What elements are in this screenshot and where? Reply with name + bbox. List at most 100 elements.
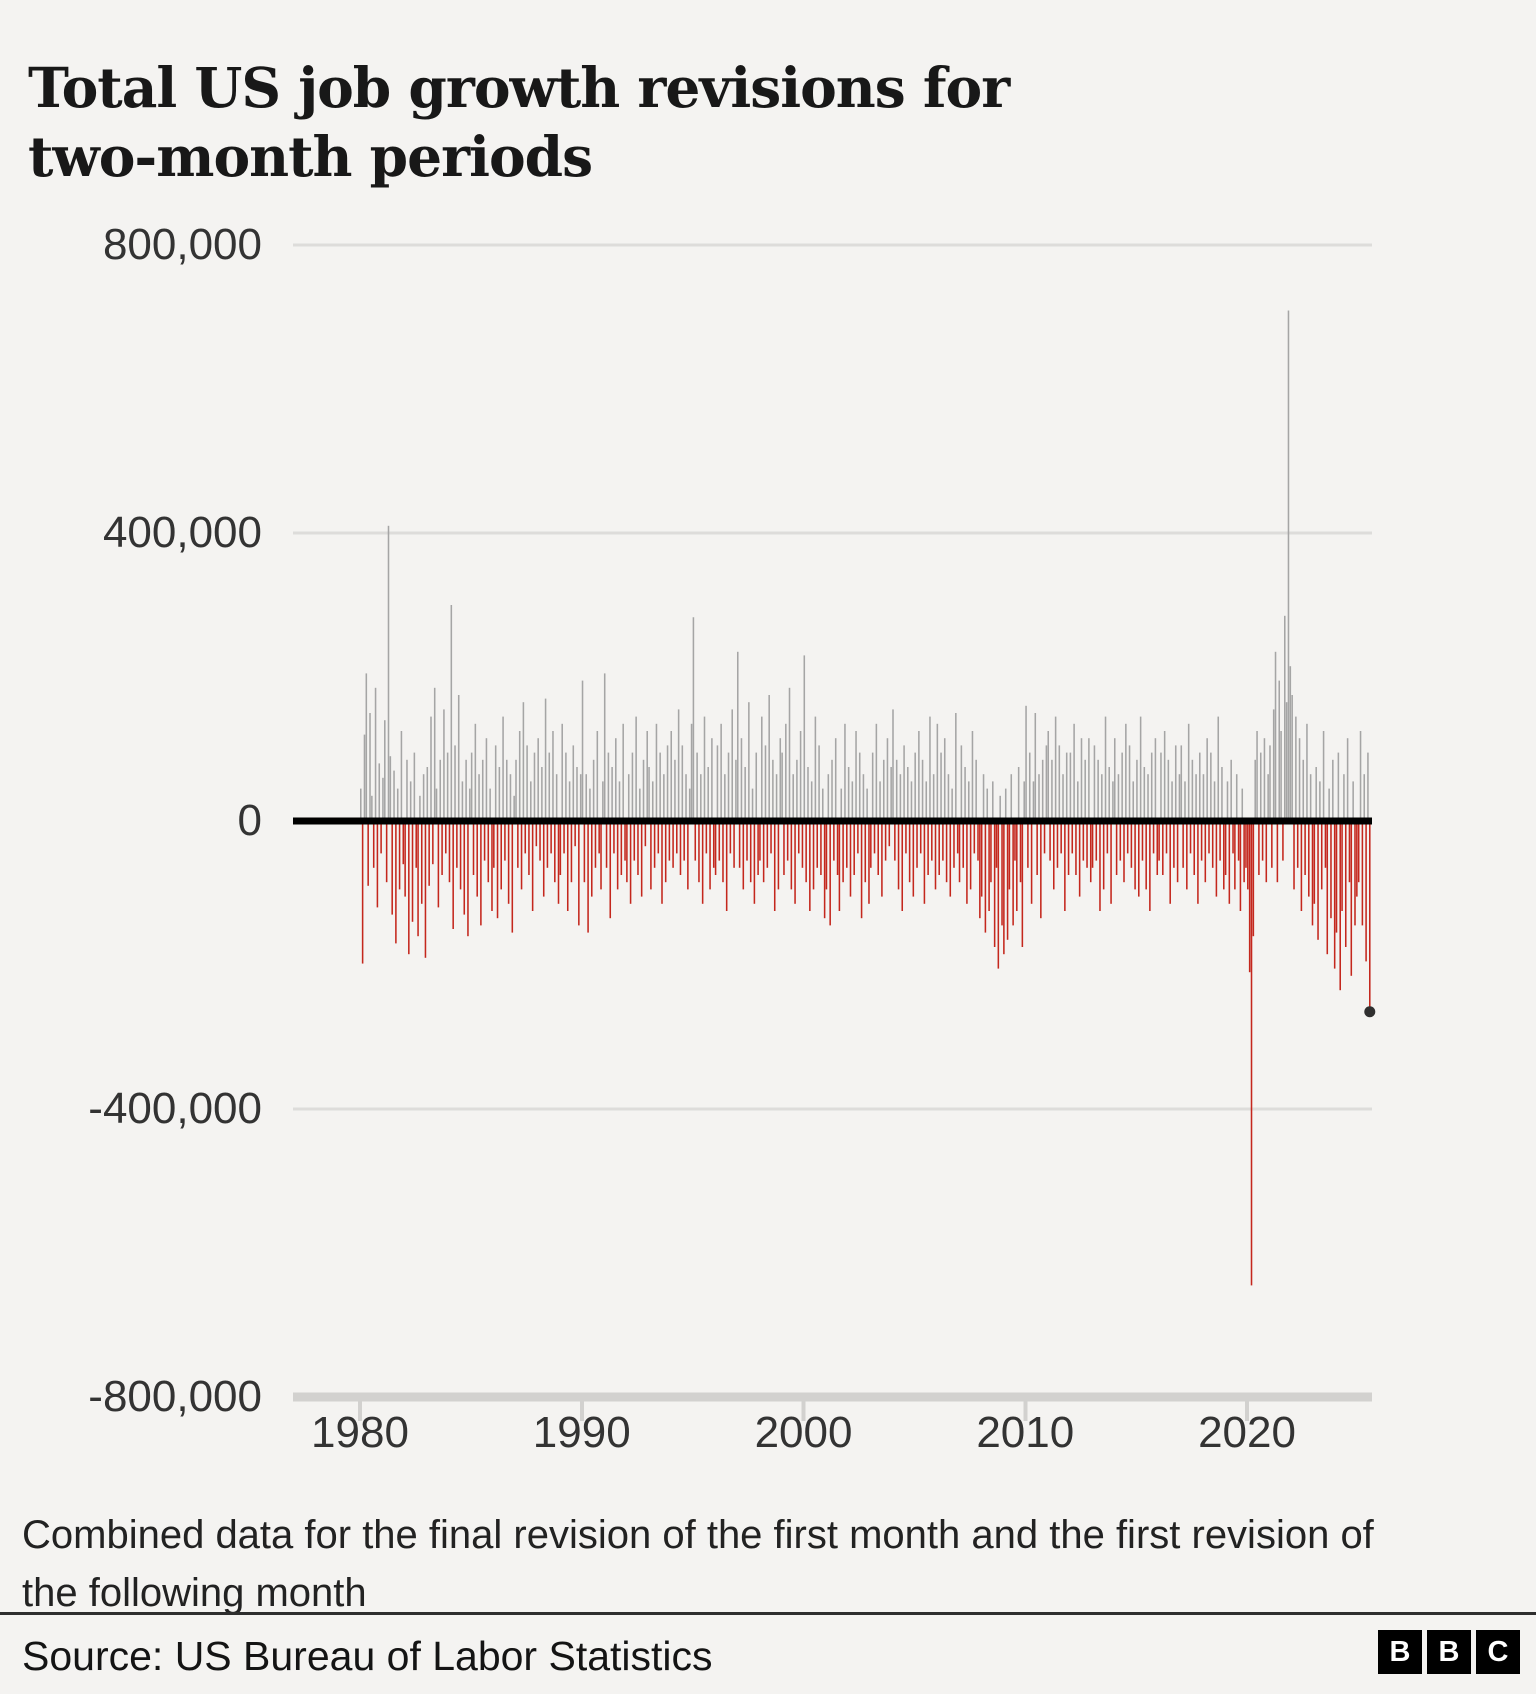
bar-positive: [736, 651, 739, 821]
bar-positive: [1017, 767, 1020, 821]
bar-positive: [971, 731, 974, 821]
bar-positive: [1174, 745, 1177, 821]
bar-negative: [517, 821, 519, 868]
bar-positive: [731, 709, 733, 821]
bar-positive: [1269, 745, 1271, 821]
bar-negative: [1089, 821, 1092, 883]
bar-negative: [587, 821, 589, 933]
bar-negative: [1158, 821, 1160, 861]
bar-negative: [1234, 821, 1236, 890]
bar-negative: [969, 821, 972, 890]
bar-positive: [764, 745, 767, 821]
bar-positive: [406, 759, 408, 821]
bar-positive: [943, 738, 946, 821]
bar-positive: [1077, 781, 1079, 821]
y-tick-label: -400,000: [88, 1084, 262, 1133]
bar-negative: [846, 821, 848, 868]
bar-negative: [605, 821, 608, 868]
bar-positive: [485, 738, 488, 821]
bar-negative: [361, 821, 364, 964]
bar-negative: [445, 821, 447, 854]
bar-positive: [611, 767, 613, 821]
bar-negative: [1193, 821, 1195, 875]
bar-positive: [740, 738, 743, 821]
bar-negative: [773, 821, 776, 911]
bar-positive: [960, 745, 963, 821]
bar-positive: [727, 752, 730, 821]
bar-positive: [413, 752, 416, 821]
bar-positive: [814, 716, 817, 821]
bar-negative: [1247, 821, 1249, 890]
bar-negative: [391, 821, 393, 915]
bar-negative: [1053, 821, 1055, 890]
bar-negative: [1308, 821, 1310, 897]
bar-negative: [977, 821, 979, 861]
bar-negative: [1324, 821, 1327, 868]
bar-negative: [1110, 821, 1112, 904]
bar-positive: [409, 781, 412, 821]
bar-positive: [907, 767, 909, 821]
bar-negative: [1064, 821, 1066, 911]
bar-negative: [790, 821, 793, 890]
bar-negative: [415, 821, 417, 868]
bar-negative: [1344, 821, 1347, 947]
bar-positive: [834, 738, 837, 821]
bar-negative: [1152, 821, 1155, 854]
bar-negative: [1361, 821, 1364, 926]
bar-positive: [703, 716, 706, 821]
bar-positive: [921, 759, 924, 821]
bar-negative: [993, 821, 996, 947]
bar-negative: [1219, 821, 1221, 861]
bar-positive: [886, 738, 889, 821]
bar-positive: [1108, 767, 1110, 821]
bar-negative: [1354, 821, 1356, 926]
bar-negative: [984, 821, 987, 933]
bar-negative: [1271, 821, 1273, 868]
bar-positive: [1143, 767, 1146, 821]
bar-negative: [1019, 821, 1022, 883]
bar-negative: [1365, 821, 1367, 962]
bar-negative: [742, 821, 745, 890]
bar-negative: [432, 821, 434, 865]
bar-negative: [923, 821, 926, 904]
bar-negative: [1296, 821, 1299, 868]
y-tick-label: 800,000: [102, 220, 262, 269]
bar-negative: [714, 821, 717, 875]
bar-negative: [1156, 821, 1159, 875]
bar-positive: [768, 695, 770, 821]
bar-positive: [1080, 738, 1083, 821]
bar-positive: [615, 738, 617, 821]
bar-negative: [1016, 821, 1018, 911]
bar-negative: [1335, 821, 1338, 933]
bar-negative: [1223, 821, 1225, 890]
bar-negative: [1313, 821, 1316, 904]
bar-positive: [947, 774, 950, 821]
bar-positive: [831, 759, 833, 821]
bar-positive: [866, 788, 868, 821]
bar-negative: [1130, 821, 1133, 868]
bar-negative: [1102, 821, 1105, 890]
bar-positive: [1178, 774, 1181, 821]
bar-negative: [1224, 821, 1227, 875]
bar-positive: [696, 752, 698, 821]
bar-positive: [720, 723, 722, 821]
bar-positive: [478, 774, 480, 821]
bar-positive: [1289, 666, 1292, 821]
bar-negative: [966, 821, 968, 904]
bar-negative: [613, 821, 615, 854]
bar-negative: [600, 821, 602, 890]
bar-negative: [1304, 821, 1306, 875]
bar-negative: [1030, 821, 1033, 904]
bar-negative: [1119, 821, 1122, 861]
bar-positive: [384, 720, 386, 821]
bar-positive: [607, 752, 610, 821]
bar-positive: [882, 759, 885, 821]
bar-negative: [566, 821, 569, 911]
bar-positive: [827, 774, 830, 821]
bar-positive: [788, 687, 791, 821]
bar-positive: [803, 655, 806, 821]
bar-negative: [938, 821, 940, 875]
bar-negative: [1208, 821, 1210, 854]
bar-negative: [367, 821, 369, 886]
bar-negative: [616, 821, 619, 890]
